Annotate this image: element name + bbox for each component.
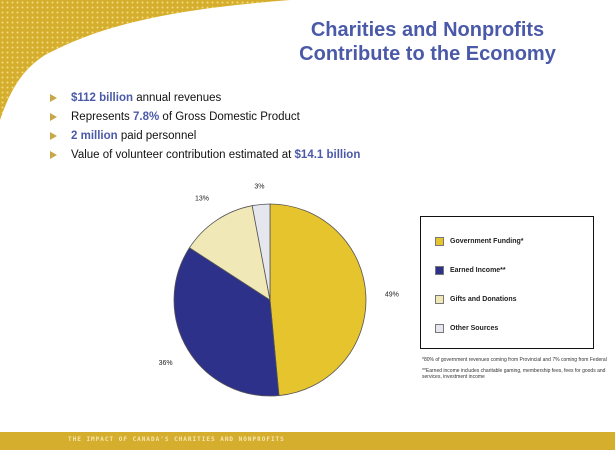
legend-label: Government Funding* — [450, 238, 524, 245]
bullet-arrow-icon — [50, 112, 57, 121]
bullet-text: of Gross Domestic Product — [159, 110, 300, 123]
footer-text: THE IMPACT OF CANADA'S CHARITIES AND NON… — [68, 436, 285, 443]
legend-swatch — [435, 324, 444, 333]
corner-decoration — [0, 0, 290, 120]
pie-slice-label: 36% — [159, 360, 173, 367]
legend-label: Other Sources — [450, 325, 499, 332]
pie-slice-label: 49% — [385, 291, 399, 298]
legend-item-earned-income: Earned Income** — [435, 256, 593, 285]
legend-item-government-funding: Government Funding* — [435, 227, 593, 256]
title-line-1: Charities and Nonprofits — [310, 19, 545, 41]
legend-item-other-sources: Other Sources — [435, 314, 593, 343]
pie-slice-gifts-and-donations — [188, 205, 271, 301]
bullet-item: 2 million paid personnel — [50, 126, 510, 145]
legend-label: Gifts and Donations — [450, 296, 517, 303]
bullet-text: Represents — [71, 110, 134, 123]
bullet-text: annual revenues — [133, 91, 222, 104]
chart-legend: Government Funding* Earned Income** Gift… — [420, 216, 594, 349]
bullet-item: Value of volunteer contribution estimate… — [50, 145, 510, 164]
bullet-item: Represents 7.8% of Gross Domestic Produc… — [50, 107, 510, 126]
pie-slice-other-sources — [251, 203, 271, 301]
bullet-text: Value of volunteer contribution estimate… — [71, 148, 295, 161]
legend-swatch — [435, 295, 444, 304]
pie-slice-label: 13% — [195, 196, 209, 203]
footnote: **Earned income includes charitable gami… — [422, 367, 606, 381]
title-line-2: Contribute to the Economy — [299, 43, 556, 65]
pie-slice-label: 3% — [254, 184, 264, 191]
legend-swatch — [435, 237, 444, 246]
bullet-highlight: $14.1 billion — [294, 148, 361, 161]
legend-item-gifts-donations: Gifts and Donations — [435, 285, 593, 314]
bullet-text: paid personnel — [117, 129, 197, 142]
bullet-arrow-icon — [50, 131, 57, 140]
bullet-arrow-icon — [50, 150, 57, 159]
bullet-highlight: 2 million — [71, 129, 118, 142]
bullet-highlight: $112 billion — [71, 91, 133, 104]
bullet-list: $112 billion annual revenues Represents … — [50, 88, 510, 164]
pie-slice-government-funding — [269, 203, 367, 397]
slide-title: Charities and Nonprofits Contribute to t… — [250, 18, 605, 66]
footer-bar: THE IMPACT OF CANADA'S CHARITIES AND NON… — [0, 432, 615, 450]
pie-slice-earned-income — [173, 247, 280, 397]
bullet-arrow-icon — [50, 93, 57, 102]
bullet-highlight: 7.8% — [133, 110, 160, 123]
bullet-item: $112 billion annual revenues — [50, 88, 510, 107]
legend-label: Earned Income** — [450, 267, 506, 274]
legend-swatch — [435, 266, 444, 275]
footnote: *80% of government revenues coming from … — [422, 357, 607, 363]
chart-footnotes: *80% of government revenues coming from … — [422, 357, 607, 385]
